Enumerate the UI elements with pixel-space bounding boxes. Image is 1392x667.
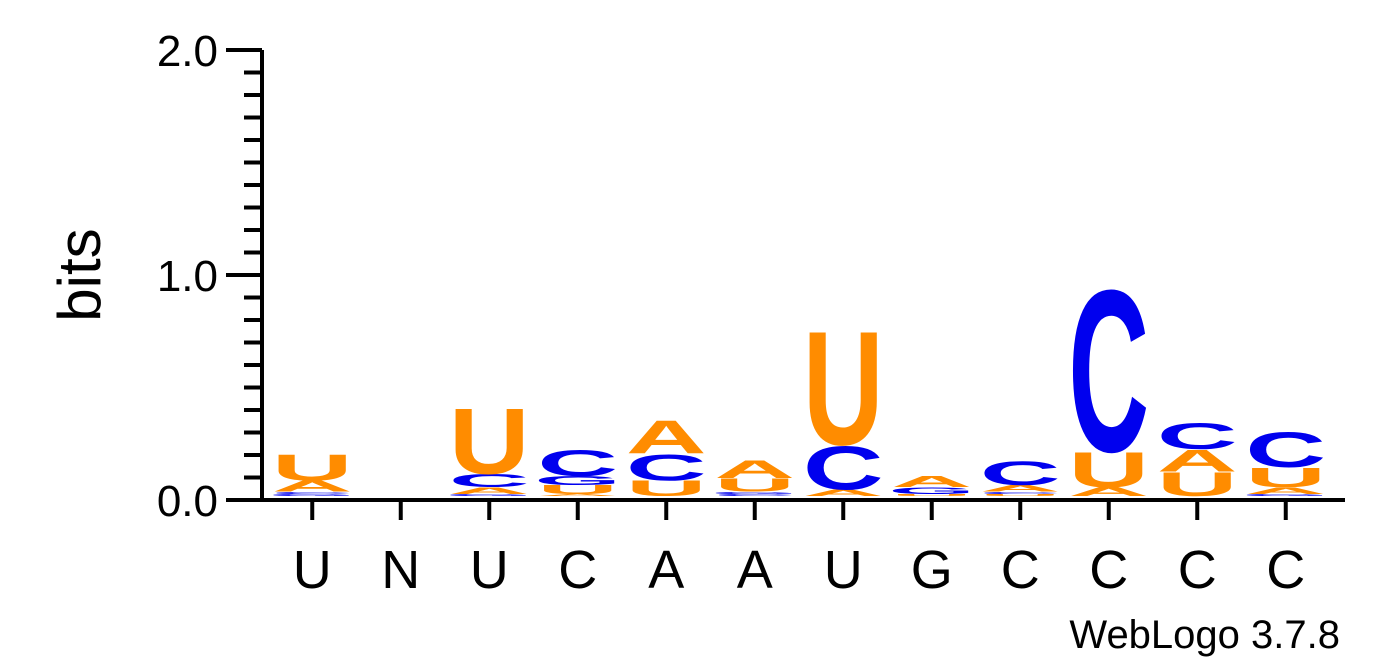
logo-letter-c: C <box>1245 422 1326 477</box>
logo-letter-a: A <box>803 487 884 498</box>
logo-letter-u: U <box>626 476 707 500</box>
logo-letter-a: A <box>980 483 1061 494</box>
logo-letter-a: A <box>1245 485 1326 496</box>
x-tick-label: U <box>470 540 509 600</box>
logo-letter-u: U <box>537 482 618 496</box>
y-tick-label: 2.0 <box>157 27 218 76</box>
logo-letter-c: C <box>1068 243 1149 500</box>
x-tick-label: C <box>558 540 597 600</box>
logo-letter-a: A <box>1068 485 1149 499</box>
logo-letter-c: C <box>803 433 884 503</box>
logo-letter-c: C <box>980 491 1061 495</box>
x-tick-label: U <box>293 540 332 600</box>
logo-letter-u: U <box>1245 462 1326 493</box>
x-tick-label: C <box>1089 540 1128 600</box>
logo-letter-c: C <box>537 442 618 484</box>
logo-letter-g: G <box>888 485 975 496</box>
logo-letter-u: U <box>272 447 353 489</box>
logo-letter-u: U <box>1157 465 1238 504</box>
logo-letter-g: G <box>534 473 621 487</box>
y-axis: 0.0 1.0 2.0 <box>157 27 264 526</box>
weblogo-credit: WebLogo 3.7.8 <box>1069 613 1340 657</box>
x-tick-label: U <box>824 540 863 600</box>
logo-letter-a: A <box>537 493 618 497</box>
logo-letter-a: A <box>449 485 530 496</box>
logo-letter-g: G <box>269 493 356 497</box>
x-tick-label: A <box>648 540 684 600</box>
x-tick-label: C <box>1266 540 1305 600</box>
logo-letter-a: A <box>714 456 795 484</box>
logo-letter-c: C <box>1157 415 1238 457</box>
logo-letter-g: G <box>1242 493 1329 497</box>
x-tick-label: C <box>1178 540 1217 600</box>
logo-letter-u: U <box>449 389 530 493</box>
x-tick-label: G <box>911 540 953 600</box>
logo-letter-u: U <box>1068 443 1149 498</box>
y-axis-label: bits <box>46 228 113 321</box>
y-tick-label: 0.0 <box>157 477 218 526</box>
logo-letter-a: A <box>1157 443 1238 478</box>
logo-letter-u: U <box>980 493 1061 497</box>
x-tick-label: A <box>737 540 773 600</box>
logo-letter-a: A <box>272 477 353 494</box>
logo-letter-g: G <box>711 491 798 495</box>
x-tick-label: N <box>381 540 420 600</box>
logo-letter-g: G <box>446 493 533 497</box>
logo-letter-c: C <box>626 447 707 489</box>
logo-letter-a: A <box>626 411 707 463</box>
logo-letter-a: A <box>891 473 972 490</box>
x-tick-label: C <box>1001 540 1040 600</box>
y-tick-label: 1.0 <box>157 252 218 301</box>
logo-letter-u: U <box>714 474 795 495</box>
logo-letter-c: C <box>272 491 353 495</box>
logo-letter-u: U <box>891 493 972 497</box>
logo-letter-c: C <box>980 454 1061 493</box>
logo-letter-c: C <box>449 470 530 491</box>
logo-letter-u: U <box>803 297 884 479</box>
logo-letter-c: C <box>714 493 795 497</box>
